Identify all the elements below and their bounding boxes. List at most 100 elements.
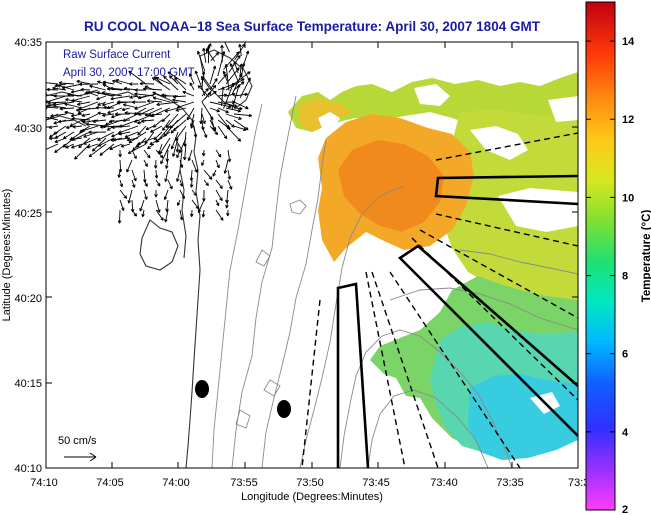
current-vector <box>118 131 131 136</box>
current-vector <box>233 71 251 85</box>
current-vector <box>201 87 209 97</box>
current-vector <box>231 84 241 111</box>
current-vector <box>102 80 115 85</box>
current-vector <box>201 91 212 103</box>
current-vector <box>155 209 164 221</box>
current-vector <box>148 113 163 118</box>
bathymetry-contour <box>255 249 271 267</box>
current-vector <box>190 119 195 129</box>
current-vector <box>170 131 179 150</box>
current-vector <box>233 106 243 111</box>
current-vector <box>70 113 83 118</box>
current-vector <box>221 86 225 107</box>
current-vector <box>131 100 147 105</box>
bathymetry-contour <box>367 389 489 468</box>
current-vector <box>50 113 67 118</box>
current-vector <box>220 44 224 63</box>
sst-hot-core <box>338 140 444 232</box>
survey-line <box>301 299 321 468</box>
current-vector <box>173 77 187 91</box>
current-vector <box>182 143 187 161</box>
current-vector <box>172 98 187 103</box>
y-tick-label: 40:25 <box>14 208 42 220</box>
current-vector <box>124 111 147 115</box>
current-vector <box>156 101 179 107</box>
current-vector <box>196 50 206 72</box>
current-vector <box>143 179 148 187</box>
current-vector <box>82 119 99 124</box>
current-vector <box>153 159 158 169</box>
y-tick-label: 40:15 <box>14 378 42 390</box>
survey-line <box>411 237 578 401</box>
current-vector <box>117 209 122 224</box>
current-vector <box>150 125 163 133</box>
current-vector <box>217 125 228 140</box>
current-vector <box>64 110 75 115</box>
current-vector <box>134 92 155 97</box>
current-vector <box>224 42 230 53</box>
current-vector <box>106 87 123 91</box>
current-vector <box>209 65 217 85</box>
bathymetry-contour <box>211 103 263 468</box>
current-vector <box>151 77 171 91</box>
current-vector <box>76 107 99 112</box>
current-vector <box>126 159 133 173</box>
current-vector <box>223 159 229 174</box>
current-vector <box>225 113 242 120</box>
survey-line <box>435 213 578 247</box>
current-vector <box>46 105 59 110</box>
current-vector <box>202 47 207 63</box>
y-tick-label: 40:30 <box>14 123 42 135</box>
current-vector <box>209 107 221 113</box>
current-vector <box>203 179 209 187</box>
current-vector <box>111 125 131 130</box>
current-vector <box>129 82 139 86</box>
x-tick-label: 73:40 <box>430 477 458 489</box>
current-vector <box>161 113 171 123</box>
current-vector <box>46 143 59 150</box>
current-vector <box>209 90 217 97</box>
current-vector <box>162 94 179 98</box>
current-vector <box>165 159 169 169</box>
survey-line <box>419 229 578 319</box>
current-vector <box>155 179 161 187</box>
current-vector <box>227 179 233 190</box>
bathymetry-contour <box>235 409 251 429</box>
current-vector <box>162 119 171 131</box>
current-vector <box>80 87 91 92</box>
current-vector <box>186 107 195 121</box>
current-vector <box>54 143 67 154</box>
current-vector <box>175 169 181 182</box>
current-vector <box>48 136 59 141</box>
current-vector <box>124 131 139 138</box>
current-vector <box>67 92 83 97</box>
current-vector <box>227 169 232 180</box>
current-vector <box>110 137 131 142</box>
current-vector <box>215 179 223 189</box>
current-vector <box>97 137 115 147</box>
current-vector <box>99 125 123 129</box>
current-vector <box>52 101 75 107</box>
current-vector <box>172 94 187 99</box>
current-vector <box>97 101 107 106</box>
current-vector <box>215 159 220 169</box>
current-legend-title: Raw Surface Current <box>63 49 171 61</box>
current-vector <box>86 143 99 149</box>
current-vector <box>215 189 223 202</box>
colorbar-tick-label: 10 <box>622 192 634 204</box>
survey-line <box>389 271 521 468</box>
current-vector <box>57 119 75 124</box>
current-vector <box>65 97 83 103</box>
cloud-patch <box>414 84 450 106</box>
current-legend-timestamp: April 30, 2007 17:00 GMT <box>63 67 195 79</box>
current-vector <box>155 76 171 85</box>
cloud-patch <box>548 96 578 122</box>
current-vector <box>46 116 59 121</box>
current-vector <box>107 107 123 114</box>
current-vector <box>226 209 230 217</box>
current-vector <box>83 131 99 138</box>
x-axis-tick-labels: 74:10 74:05 74:00 73:55 73:50 73:45 73:4… <box>30 477 589 489</box>
current-vector <box>143 149 151 159</box>
current-vector <box>215 209 224 221</box>
current-vector <box>78 82 99 87</box>
